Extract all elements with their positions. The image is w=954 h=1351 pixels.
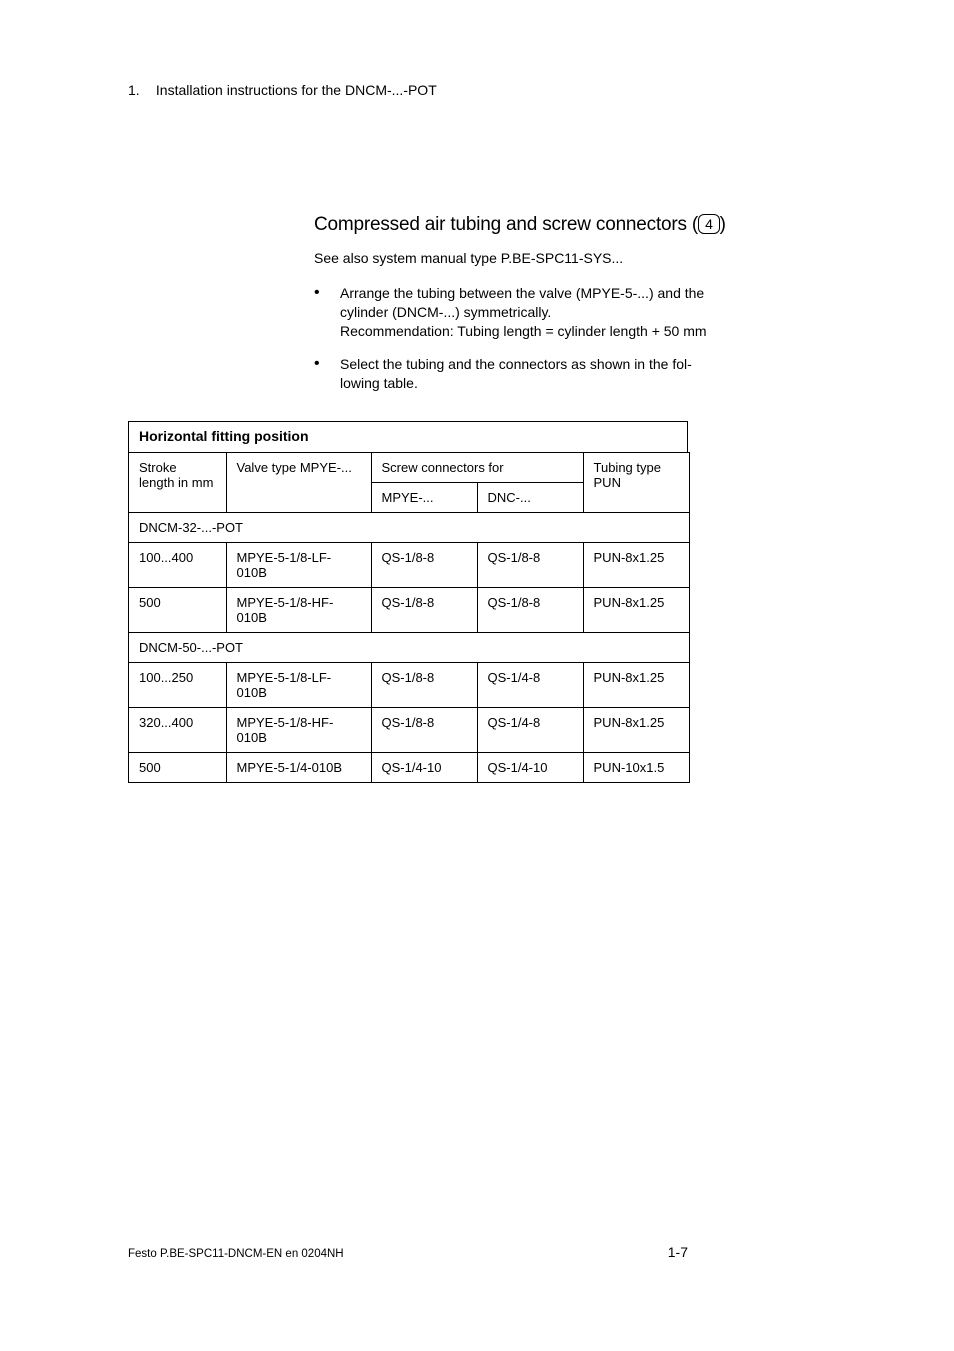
table-group-row: DNCM-32-...-POT [129, 513, 689, 543]
footer-page-number: 1-7 [668, 1244, 688, 1260]
footer-doc-id: Festo P.BE-SPC11-DNCM-EN en 0204NH [128, 1248, 344, 1260]
col-tubing-type: Tubing type PUN [583, 453, 689, 513]
fitting-table: Horizontal fitting position Stroke lengt… [128, 421, 688, 783]
list-item: • Select the tubing and the connectors a… [314, 355, 826, 393]
chapter-number: 1. [128, 82, 152, 98]
chapter-title: Installation instructions for the DNCM-.… [156, 82, 437, 98]
callout-badge: 4 [698, 214, 720, 234]
table-row: 500 MPYE-5-1/8-HF-010B QS-1/8-8 QS-1/8-8… [129, 588, 689, 633]
col-valve-type: Valve type MPYE-... [226, 453, 371, 513]
group-label: DNCM-32-...-POT [129, 513, 689, 543]
col-screw-connectors: Screw connectors for [371, 453, 583, 483]
bullet-icon: • [314, 355, 340, 393]
subcol-mpye: MPYE-... [371, 483, 477, 513]
section-heading: Compressed air tubing and screw connecto… [314, 214, 826, 236]
bullet-list: • Arrange the tubing between the valve (… [314, 284, 826, 393]
table-header-row: Stroke length in mm Valve type MPYE-... … [129, 453, 689, 483]
table-row: 100...250 MPYE-5-1/8-LF-010B QS-1/8-8 QS… [129, 663, 689, 708]
col-stroke-length: Stroke length in mm [129, 453, 226, 513]
bullet-text: Arrange the tubing between the valve (MP… [340, 284, 826, 341]
list-item: • Arrange the tubing between the valve (… [314, 284, 826, 341]
bullet-icon: • [314, 284, 340, 341]
table-row: 320...400 MPYE-5-1/8-HF-010B QS-1/8-8 QS… [129, 708, 689, 753]
table-group-row: DNCM-50-...-POT [129, 633, 689, 663]
see-also-text: See also system manual type P.BE-SPC11-S… [314, 250, 826, 266]
page-footer: Festo P.BE-SPC11-DNCM-EN en 0204NH 1-7 [128, 1244, 688, 1260]
subcol-dnc: DNC-... [477, 483, 583, 513]
table-row: 500 MPYE-5-1/4-010B QS-1/4-10 QS-1/4-10 … [129, 753, 689, 783]
table-title: Horizontal fitting position [129, 422, 688, 452]
group-label: DNCM-50-...-POT [129, 633, 689, 663]
section-heading-text: Compressed air tubing and screw connecto… [314, 214, 687, 235]
table-row: 100...400 MPYE-5-1/8-LF-010B QS-1/8-8 QS… [129, 543, 689, 588]
bullet-text: Select the tubing and the connectors as … [340, 355, 826, 393]
chapter-heading: 1. Installation instructions for the DNC… [128, 82, 826, 98]
data-table: Stroke length in mm Valve type MPYE-... … [129, 452, 690, 783]
